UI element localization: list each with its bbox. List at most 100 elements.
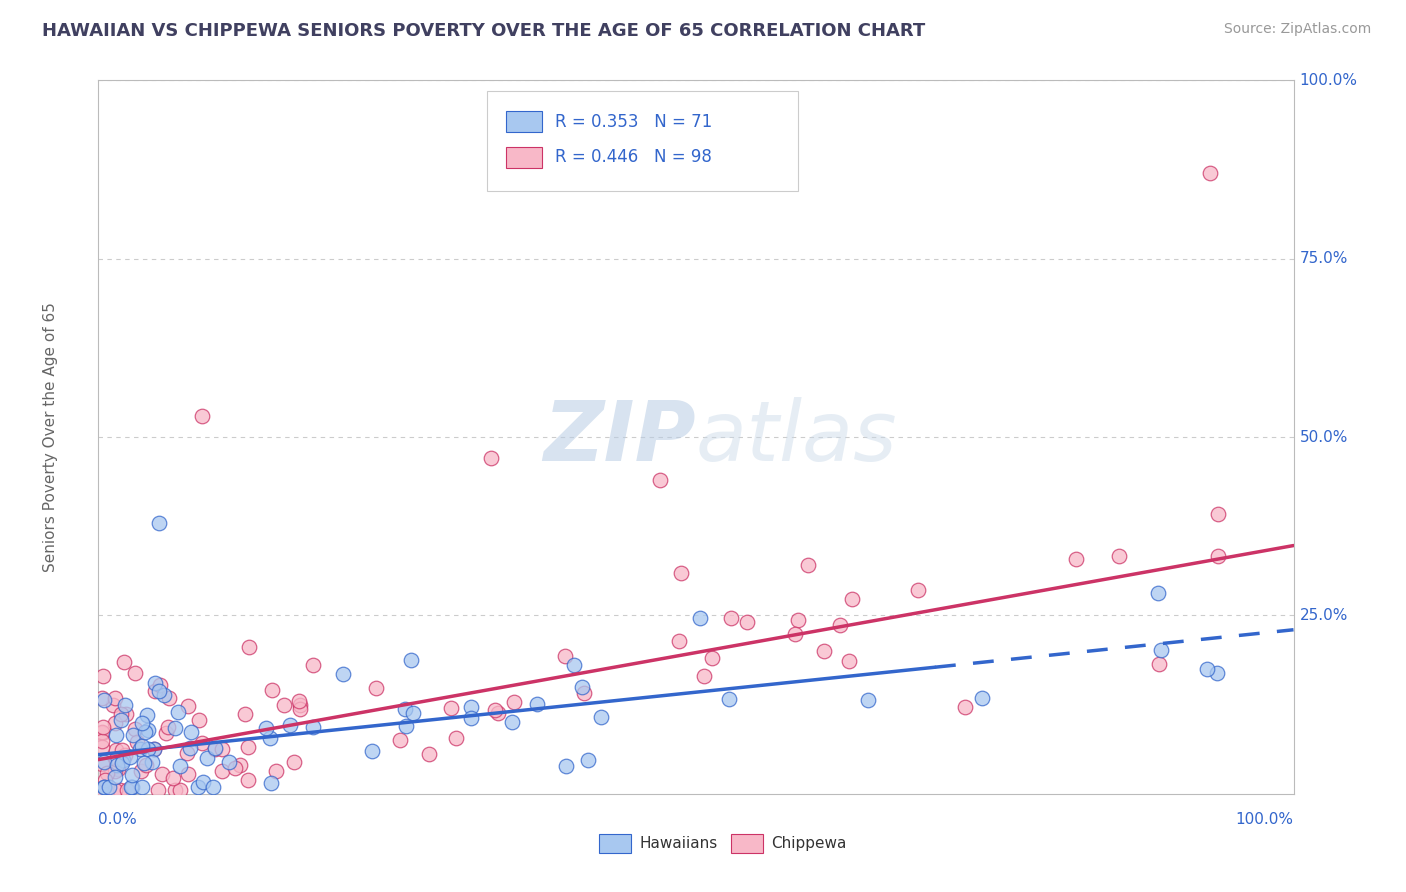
Point bbox=[970, 690, 993, 705]
Point bbox=[589, 710, 612, 724]
Point bbox=[104, 690, 127, 705]
Text: R = 0.446   N = 98: R = 0.446 N = 98 bbox=[555, 148, 711, 166]
Point bbox=[91, 726, 114, 740]
Point bbox=[202, 780, 225, 794]
Point bbox=[127, 735, 149, 749]
Point bbox=[129, 764, 152, 778]
Point bbox=[162, 772, 184, 786]
Point bbox=[104, 770, 127, 784]
Point bbox=[576, 753, 599, 767]
Point bbox=[115, 783, 138, 797]
Point bbox=[135, 757, 157, 772]
Point bbox=[1108, 549, 1130, 564]
Text: Source: ZipAtlas.com: Source: ZipAtlas.com bbox=[1223, 22, 1371, 37]
Point bbox=[104, 716, 127, 731]
Text: 75.0%: 75.0% bbox=[1299, 252, 1348, 266]
Point bbox=[266, 764, 288, 778]
Point bbox=[169, 783, 191, 797]
Point bbox=[484, 703, 506, 717]
Point bbox=[204, 742, 226, 756]
Point bbox=[562, 658, 585, 673]
Point bbox=[332, 666, 354, 681]
Point bbox=[148, 684, 170, 698]
Point bbox=[124, 723, 146, 737]
Point bbox=[104, 783, 127, 797]
Point bbox=[828, 618, 851, 632]
Point bbox=[155, 726, 177, 740]
Point bbox=[361, 743, 384, 757]
Point bbox=[1147, 585, 1170, 599]
Point bbox=[110, 706, 132, 721]
Point bbox=[107, 762, 129, 776]
Point bbox=[718, 691, 741, 706]
Point bbox=[121, 728, 143, 742]
Point bbox=[813, 644, 835, 658]
Point bbox=[101, 698, 124, 712]
Point bbox=[97, 780, 120, 794]
Point bbox=[91, 690, 114, 705]
Point bbox=[1206, 665, 1229, 680]
Point bbox=[288, 698, 311, 713]
Point bbox=[648, 473, 671, 487]
Point bbox=[193, 775, 215, 789]
Point bbox=[1197, 662, 1219, 676]
FancyBboxPatch shape bbox=[731, 834, 763, 854]
Point bbox=[143, 684, 166, 698]
Point bbox=[228, 758, 250, 772]
Point bbox=[128, 742, 150, 756]
Point bbox=[187, 780, 209, 794]
Point bbox=[134, 725, 156, 739]
Point bbox=[91, 720, 114, 734]
FancyBboxPatch shape bbox=[506, 111, 541, 132]
Point bbox=[136, 723, 159, 737]
Point bbox=[283, 755, 305, 769]
Point bbox=[693, 669, 716, 683]
Point bbox=[110, 756, 132, 770]
Point bbox=[91, 733, 114, 747]
Point bbox=[503, 695, 526, 709]
Point bbox=[238, 739, 260, 754]
Point bbox=[856, 693, 879, 707]
Point bbox=[104, 728, 127, 742]
Point bbox=[440, 701, 463, 715]
Text: Hawaiians: Hawaiians bbox=[640, 837, 718, 851]
Point bbox=[115, 707, 138, 722]
Text: 0.0%: 0.0% bbox=[98, 812, 138, 827]
Text: 100.0%: 100.0% bbox=[1299, 73, 1358, 87]
Point bbox=[555, 758, 578, 772]
Point bbox=[399, 653, 422, 667]
Point bbox=[460, 710, 482, 724]
Point bbox=[135, 708, 157, 723]
Point bbox=[366, 681, 388, 696]
Point bbox=[93, 780, 115, 794]
Point bbox=[142, 741, 165, 756]
Point bbox=[290, 702, 312, 716]
Point bbox=[394, 702, 416, 716]
Point bbox=[91, 724, 114, 739]
FancyBboxPatch shape bbox=[599, 834, 631, 854]
Point bbox=[104, 752, 127, 766]
Point bbox=[142, 742, 165, 756]
Point bbox=[118, 750, 141, 764]
Text: ZIP: ZIP bbox=[543, 397, 696, 477]
Point bbox=[446, 731, 468, 745]
Point bbox=[191, 736, 214, 750]
Point bbox=[953, 700, 976, 714]
Point bbox=[204, 740, 226, 755]
Point bbox=[486, 706, 509, 721]
Point bbox=[260, 776, 283, 790]
Point bbox=[302, 720, 325, 734]
Point bbox=[114, 698, 136, 712]
Point bbox=[169, 759, 191, 773]
FancyBboxPatch shape bbox=[506, 146, 541, 168]
Point bbox=[114, 747, 136, 762]
Point bbox=[402, 706, 425, 721]
Point bbox=[150, 767, 173, 781]
Point bbox=[190, 409, 212, 423]
Point bbox=[389, 733, 412, 747]
Point bbox=[571, 680, 593, 694]
Point bbox=[554, 649, 576, 664]
Point bbox=[141, 755, 163, 769]
Point bbox=[93, 756, 115, 770]
Point bbox=[93, 780, 115, 794]
